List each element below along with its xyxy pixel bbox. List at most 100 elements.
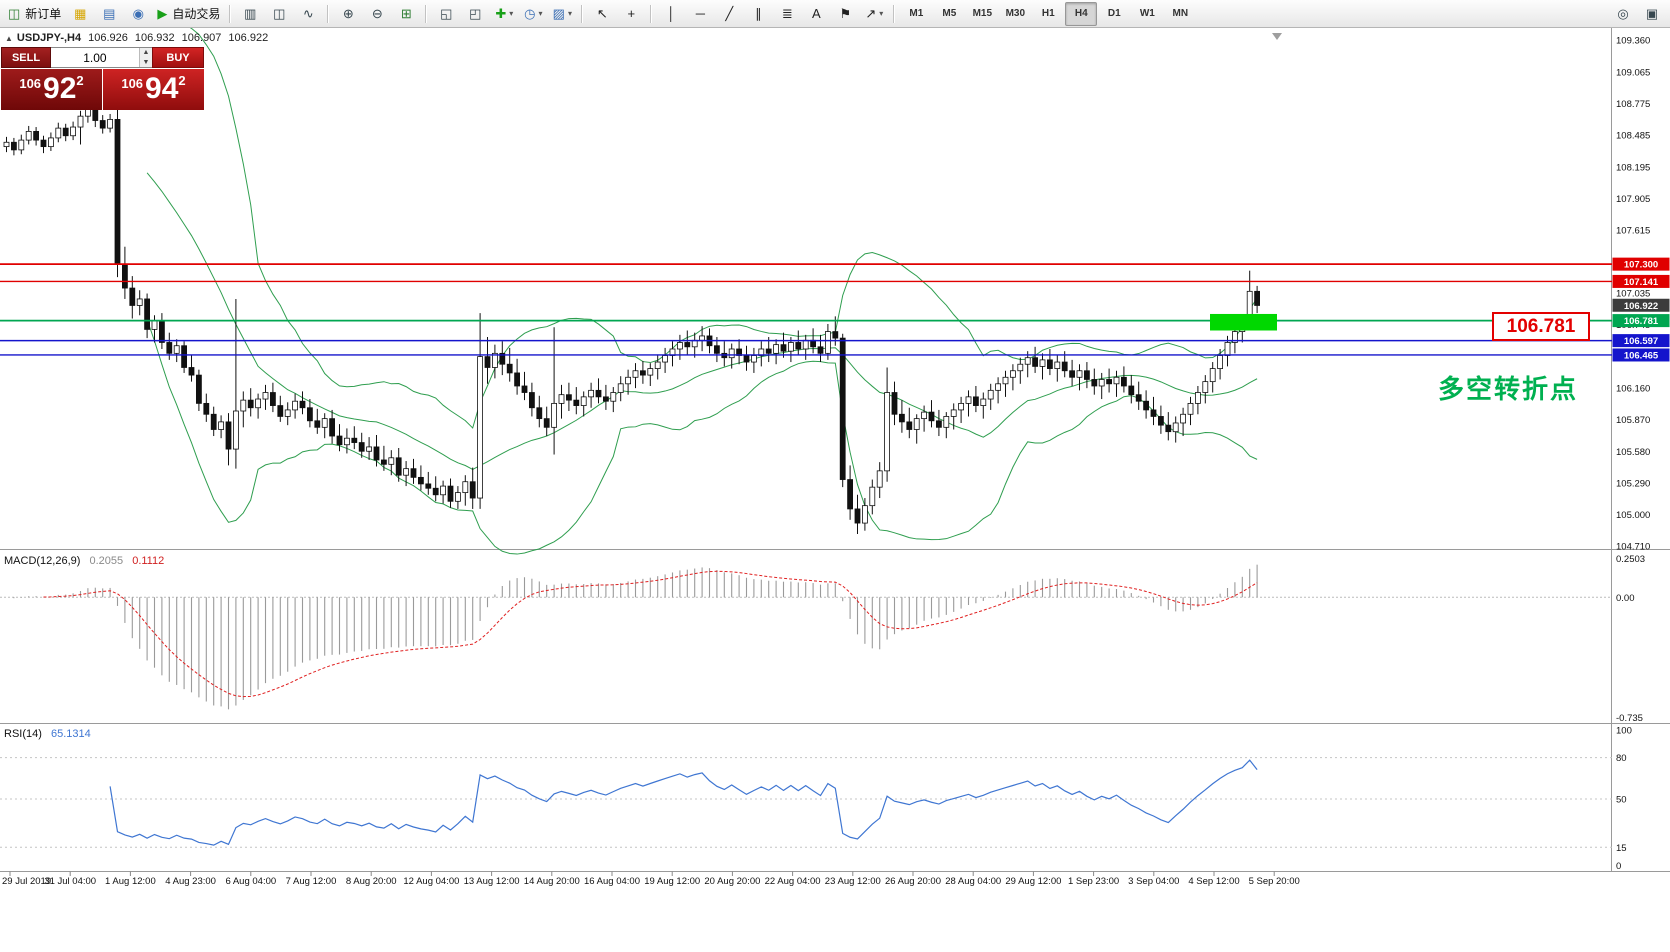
toolbar-separator [327,4,330,23]
tile-windows-button[interactable]: ⊞ [392,2,420,26]
rsi-name: RSI(14) [4,728,42,740]
zoom-out-icon: ⊖ [371,6,383,21]
autotrading-button[interactable]: ▶ 自动交易 [153,2,224,26]
timeframe-d1-button[interactable]: D1 [1107,8,1121,19]
turning-point-annotation[interactable]: 多空转折点 [1438,374,1579,404]
time-axis-label: 13 Aug 12:00 [464,876,520,887]
fibonacci-button[interactable]: ≣ [773,2,801,26]
crosshair-button[interactable]: + [617,2,645,26]
time-axis-label: 28 Aug 04:00 [945,876,1001,887]
sell-price-button[interactable]: 106 92 2 [1,69,102,110]
timeframe-m30-button[interactable]: M30 [1005,8,1026,19]
arrows-icon: ↗ [865,6,877,21]
rsi-scale-label: 80 [1616,753,1627,764]
equidistant-channel-button[interactable]: ∥ [744,2,772,26]
profiles-button[interactable]: ▤ [95,2,123,26]
dropdown-arrow-icon: ▾ [509,9,514,18]
horizontal-line-button[interactable]: ─ [686,2,714,26]
line-chart-icon: ∿ [302,6,314,21]
market-watch-button[interactable]: ◉ [124,2,152,26]
price-axis-marker-label: 106.781 [1624,316,1659,327]
zoom-out-button[interactable]: ⊖ [363,2,391,26]
price-tick-label: 108.195 [1616,162,1650,173]
price-axis-marker-106.922 [1612,298,1670,312]
arrows-button[interactable]: ↗ ▾ [860,2,888,26]
auto-arrange-button[interactable]: ◱ [432,2,460,26]
new-chart-button[interactable]: ▦ [66,2,94,26]
candlestick-chart-icon: ◫ [273,6,286,21]
templates-button[interactable]: ▨ ▾ [548,2,576,26]
buy-price-button[interactable]: 106 94 2 [103,69,204,110]
macd-scale-zero: 0.00 [1616,593,1635,604]
magnifier-icon: ◎ [1617,6,1629,21]
data-window-button[interactable]: ◎ [1609,2,1637,26]
chart-shift-marker[interactable] [1272,33,1282,40]
new-order-button[interactable]: ◫ 新订单 [4,2,65,26]
time-axis-label: 29 Jul 2019 [2,876,51,887]
periods-button[interactable]: ◷ ▾ [519,2,547,26]
highlight-zone-rect[interactable] [1210,313,1277,331]
sell-price-int: 106 [19,76,42,91]
text-icon: A [811,6,821,21]
line-chart-button[interactable]: ∿ [294,2,322,26]
candlestick-chart-button[interactable]: ◫ [265,2,293,26]
channel-icon: ∥ [755,6,762,21]
timeframe-w1-button[interactable]: W1 [1139,8,1155,19]
sell-button[interactable]: SELL [1,47,51,68]
toolbar-separator [425,4,428,23]
zoom-in-button[interactable]: ⊕ [334,2,362,26]
profiles-icon: ▤ [103,6,116,21]
rsi-scale-label: 50 [1616,795,1627,806]
time-axis-label: 1 Sep 23:00 [1068,876,1119,887]
text-label-icon: ⚑ [839,6,852,21]
trendline-button[interactable]: ╱ [715,2,743,26]
price-tick-label: 105.000 [1616,510,1650,521]
rsi-scale-label: 100 [1616,726,1632,737]
toolbar-separator [229,4,232,23]
price-axis-marker-label: 106.922 [1624,301,1658,312]
timeframe-h4-button[interactable]: H4 [1065,1,1098,26]
autotrading-play-icon: ▶ [157,6,168,21]
vertical-line-button[interactable]: │ [657,2,685,26]
time-axis-label: 14 Aug 20:00 [524,876,580,887]
print-button[interactable]: ▣ [1638,2,1666,26]
price-axis-marker-107.141 [1612,274,1670,288]
time-axis-label: 19 Aug 12:00 [644,876,700,887]
price-tick-label: 106.160 [1616,384,1650,395]
macd-signal-line [43,570,1258,698]
indicators-button[interactable]: ✚ ▾ [490,2,518,26]
text-button[interactable]: A [802,2,830,26]
macd-main-value: 0.2055 [89,555,124,567]
time-axis-label: 4 Sep 12:00 [1188,876,1239,887]
timeframe-mn-button[interactable]: MN [1172,8,1189,19]
time-axis-label: 23 Aug 12:00 [825,876,881,887]
price-axis-marker-label: 106.465 [1624,350,1659,361]
volume-increase-button[interactable]: ▲ [139,48,152,58]
timeframe-m15-button[interactable]: M15 [972,8,993,19]
timeframe-m5-button[interactable]: M5 [942,8,957,19]
toolbar: ◫ 新订单 ▦ ▤ ◉ ▶ 自动交易 ▥ ◫ ∿ ⊕ ⊖ ⊞ ◱ ◰ ✚ ▾ ◷ ▾ ▨ ▾ ↖ + │ ─ ╱ ∥ ≣ A ⚑ ↗ ▾ M1 M… [0,0,1670,28]
macd-signal-value: 0.1112 [132,555,165,567]
volume-input[interactable] [51,48,139,67]
horizontal-line-icon: ─ [695,6,705,21]
indicators-icon: ✚ [495,6,507,21]
price-tick-label: 108.485 [1616,131,1650,142]
arrange-windows-button[interactable]: ◰ [461,2,489,26]
buy-button[interactable]: BUY [152,47,204,68]
bar-chart-button[interactable]: ▥ [236,2,264,26]
periods-icon: ◷ [524,6,536,21]
timeframe-m1-button[interactable]: M1 [909,8,924,19]
time-axis-label: 26 Aug 20:00 [885,876,941,887]
quote-low: 106.907 [181,32,222,44]
timeframe-h1-button[interactable]: H1 [1041,8,1055,19]
printer-icon: ▣ [1645,6,1659,21]
price-tick-label: 104.710 [1616,541,1650,552]
price-tick-label: 107.035 [1616,288,1650,299]
bar-chart-icon: ▥ [244,6,257,21]
price-callout-box[interactable]: 106.781 [1492,312,1590,341]
volume-decrease-button[interactable]: ▼ [139,57,152,67]
price-axis-marker-label: 107.141 [1624,277,1659,288]
cursor-button[interactable]: ↖ [588,2,616,26]
text-label-button[interactable]: ⚑ [831,2,859,26]
quote-open: 106.926 [88,32,128,44]
